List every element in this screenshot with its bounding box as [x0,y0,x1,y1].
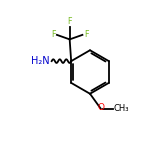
Text: F: F [84,30,88,39]
Text: CH₃: CH₃ [114,104,129,113]
Text: F: F [51,30,55,39]
Text: F: F [67,17,72,26]
Text: O: O [98,103,105,112]
Text: H₂N: H₂N [31,56,49,66]
